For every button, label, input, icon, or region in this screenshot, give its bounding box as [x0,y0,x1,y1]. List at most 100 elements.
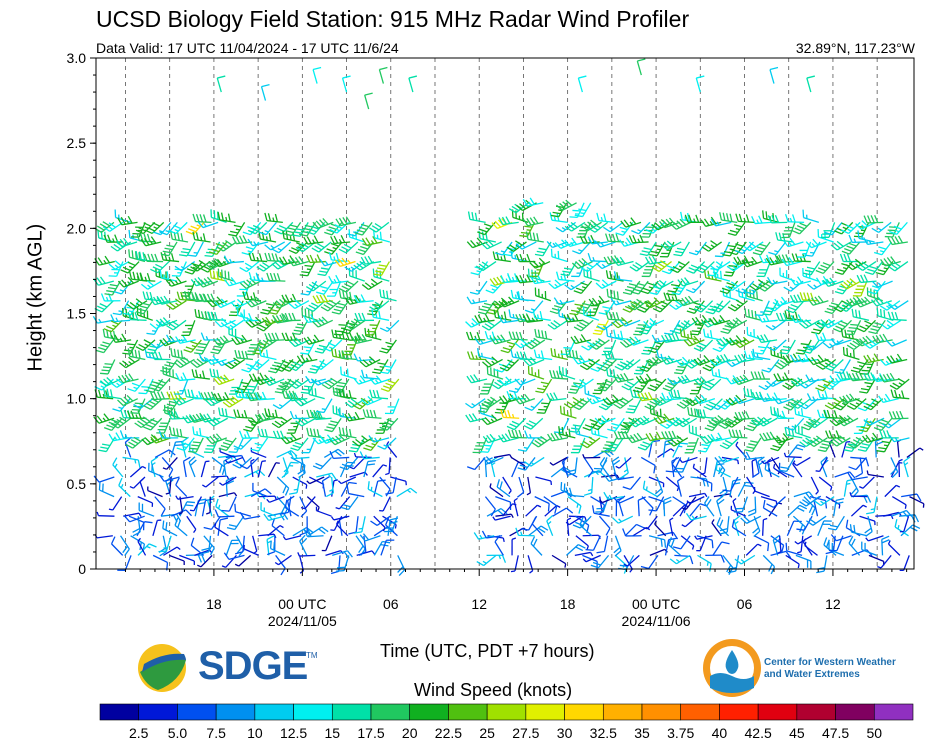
barb-flag [575,521,583,526]
barb-flag [276,273,281,282]
wind-barb [492,251,511,263]
barb-flag [344,266,352,272]
barb-flag [556,504,561,508]
barb-flag [340,366,342,375]
barb-shaft [579,515,592,529]
barb-flag [586,266,591,270]
barb-flag [146,332,155,336]
barb-flag [280,381,289,385]
barb-flag [474,315,480,323]
barb-shaft [270,547,286,556]
barb-flag [206,276,214,284]
wind-barb [171,509,192,517]
wind-barb [547,431,568,442]
barb-shaft [599,496,603,513]
barb-flag [200,551,209,555]
barb-flag [635,369,644,372]
wind-barb [128,249,146,263]
barb-flag [394,524,397,529]
barb-flag [607,428,616,432]
wind-barb [508,378,527,394]
barb-flag [295,242,304,247]
barb-shaft [97,396,114,400]
barb-flag [319,364,324,368]
barb-flag [541,402,550,405]
wind-barb [493,309,512,321]
wind-barb [587,236,608,245]
barb-flag [649,322,653,327]
barb-flag [290,447,299,452]
barb-flag [500,250,505,253]
barb-flag [96,511,100,516]
barb-flag [289,224,298,228]
barb-flag [498,217,504,225]
barb-shaft [308,280,318,296]
barb-flag [174,265,183,272]
wind-barb [536,398,552,414]
barb-flag [358,379,363,384]
wind-barb [489,334,511,345]
barb-flag [192,264,201,270]
wind-barb [579,358,600,371]
barb-flag [188,442,191,451]
wind-barb [219,476,237,486]
barb-flag [247,385,256,388]
barb-flag [306,254,311,263]
barb-flag [382,289,386,298]
barb-flag [522,218,529,227]
barb-flag [588,362,593,366]
barb-flag [169,278,176,286]
barb-flag [140,418,148,424]
barb-flag [524,430,529,439]
barb-flag [124,433,128,439]
barb-flag [290,433,297,441]
barb-shaft [543,496,558,507]
barb-flag [689,556,694,565]
wind-barb [658,217,680,229]
barb-flag [609,270,612,279]
barb-flag [276,388,285,391]
wind-barb [328,434,350,446]
barb-flag [677,261,686,266]
wind-barb [306,496,320,512]
barb-flag [337,408,341,417]
barb-flag [579,321,587,327]
barb-flag [267,332,273,341]
wind-barb [524,430,544,439]
wind-barb [94,255,115,266]
barb-flag [510,289,514,298]
barb-shaft [295,378,310,389]
barb-flag [624,241,629,246]
barb-flag [620,330,624,339]
barb-flag [578,249,583,252]
barb-flag [507,273,511,281]
barb-shaft [300,398,316,407]
barb-flag [334,450,342,457]
barb-flag [222,395,226,401]
barb-flag [272,315,278,324]
barb-flag [121,374,127,383]
barb-flag [635,261,643,268]
wind-barb [515,253,536,263]
barb-flag [146,545,151,549]
barb-flag [179,428,183,437]
wind-barb [597,378,617,392]
barb-shaft [504,378,520,386]
wind-barb [222,396,244,408]
wind-barb [306,221,326,235]
barb-flag [594,329,603,332]
barb-shaft [220,319,236,328]
barb-flag [158,379,167,384]
wind-barb [110,314,131,323]
barb-flag [112,408,121,412]
barb-flag [642,441,651,446]
barb-flag [100,385,105,389]
wind-barb [223,456,232,478]
barb-flag [693,408,697,417]
barb-shaft [256,359,270,371]
barb-shaft [558,300,575,305]
barb-flag [338,287,347,293]
barb-shaft [230,319,244,330]
barb-flag [242,291,246,300]
